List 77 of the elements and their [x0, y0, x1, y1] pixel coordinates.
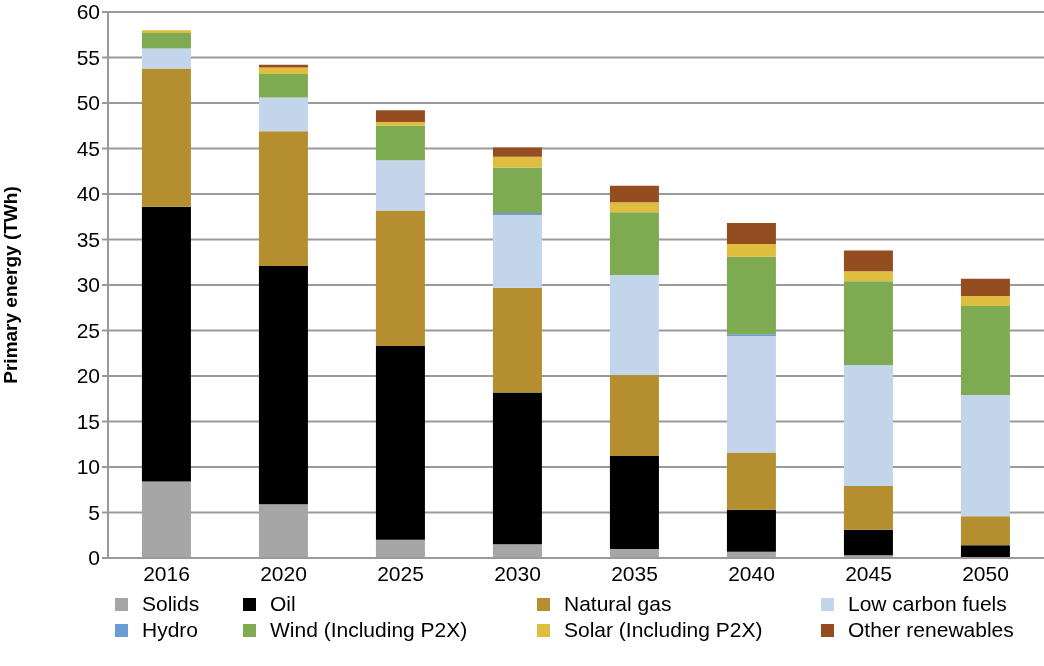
bar	[141, 48, 191, 69]
bar	[960, 278, 1010, 296]
x-tick-label: 2020	[260, 561, 307, 585]
bar	[258, 64, 308, 68]
bar	[960, 516, 1010, 546]
bar	[726, 244, 776, 257]
bar	[258, 265, 308, 505]
bar	[141, 30, 191, 33]
legend-label: Other renewables	[848, 618, 1014, 642]
x-tick-label: 2030	[494, 561, 541, 585]
bar	[843, 365, 893, 487]
y-tick-label: 25	[76, 318, 100, 342]
y-tick-label: 40	[76, 182, 100, 206]
y-tick-label: 10	[76, 455, 100, 479]
bar	[726, 335, 776, 453]
x-tick-label: 2040	[728, 561, 775, 585]
bar	[726, 256, 776, 335]
legend-label: Oil	[270, 592, 296, 616]
bar	[141, 206, 191, 482]
bar	[492, 214, 542, 288]
y-tick-label: 20	[76, 364, 100, 388]
bar	[609, 456, 659, 549]
bar	[375, 345, 425, 540]
bar	[609, 185, 659, 203]
legend-label: Solar (Including P2X)	[564, 618, 763, 642]
bar	[492, 156, 542, 168]
legend-label: Natural gas	[564, 592, 672, 616]
bar	[843, 486, 893, 530]
bar	[375, 160, 425, 211]
bar	[726, 223, 776, 245]
x-tick-label: 2045	[845, 561, 892, 585]
bar	[609, 274, 659, 376]
bar	[843, 529, 893, 556]
bar	[609, 212, 659, 275]
bar	[492, 392, 542, 545]
legend-label: Wind (Including P2X)	[270, 618, 468, 642]
bar	[609, 375, 659, 457]
bar	[141, 32, 191, 49]
bar	[726, 452, 776, 510]
bar	[726, 509, 776, 552]
legend-label: Solids	[142, 592, 200, 616]
bar	[492, 147, 542, 157]
bar	[609, 202, 659, 213]
x-tick-label: 2016	[143, 561, 190, 585]
y-tick-label: 55	[76, 45, 100, 69]
legend-label: Hydro	[142, 618, 199, 642]
bar	[375, 110, 425, 123]
y-tick-label: 0	[88, 546, 100, 570]
bar	[375, 210, 425, 346]
bar	[960, 545, 1010, 558]
bar	[375, 125, 425, 161]
bar	[492, 167, 542, 214]
y-axis-title: Primary energy (TWh)	[0, 186, 21, 384]
bar	[258, 67, 308, 74]
y-tick-label: 50	[76, 91, 100, 115]
y-tick-label: 5	[88, 500, 100, 524]
bar	[375, 122, 425, 126]
bar	[843, 250, 893, 272]
bar	[843, 271, 893, 282]
bar	[960, 395, 1010, 517]
y-tick-label: 35	[76, 227, 100, 251]
bar	[843, 281, 893, 366]
bar	[960, 305, 1010, 396]
bar	[960, 295, 1010, 306]
y-tick-label: 45	[76, 136, 100, 160]
y-tick-label: 30	[76, 273, 100, 297]
x-tick-label: 2050	[962, 561, 1009, 585]
x-tick-label: 2035	[611, 561, 658, 585]
legend-label: Low carbon fuels	[848, 592, 1007, 616]
bar	[258, 97, 308, 132]
bar	[492, 287, 542, 393]
x-tick-label: 2025	[377, 561, 424, 585]
y-tick-label: 15	[76, 409, 100, 433]
bar	[141, 68, 191, 207]
bar	[258, 73, 308, 98]
bar	[258, 131, 308, 266]
y-tick-label: 60	[76, 0, 100, 24]
